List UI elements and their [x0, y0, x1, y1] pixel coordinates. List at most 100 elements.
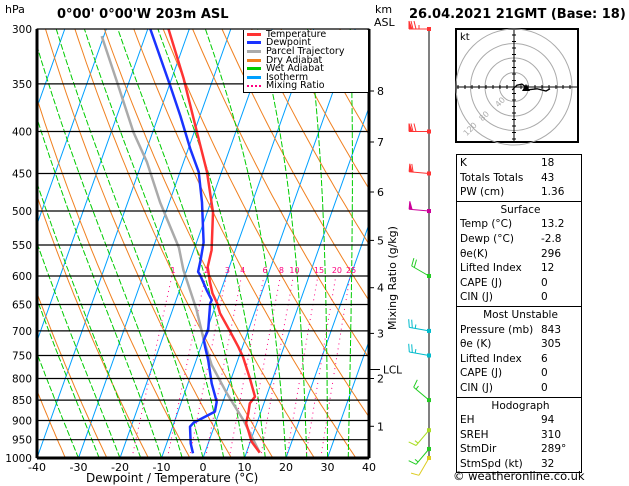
- row-value: 6: [541, 352, 548, 365]
- wind-barbs: [408, 20, 431, 476]
- mixing-ratio-label: 1: [170, 266, 175, 275]
- x-axis-label: Dewpoint / Temperature (°C): [86, 471, 259, 485]
- pressure-tick-label: 350: [12, 79, 32, 91]
- legend-swatch: [247, 75, 261, 79]
- row-key: θe(K): [460, 247, 488, 260]
- barb-flag: [411, 344, 413, 353]
- most-unstable-section: Most Unstable Pressure (mb) 843 θe (K) 305 Li…: [456, 305, 582, 397]
- isotherm-line: [78, 29, 232, 458]
- x-tick-label: 10: [238, 461, 252, 474]
- legend-item: Parcel Trajectory: [244, 47, 368, 56]
- barb-pennant: [408, 20, 413, 30]
- isotherm-line: [202, 29, 356, 458]
- row-key: CIN (J): [460, 291, 493, 304]
- wind-barb: [408, 163, 431, 176]
- isotherm-line: [327, 339, 369, 458]
- mixing-ratio-label: 8: [279, 266, 284, 275]
- mixing-ratio-label: 15: [314, 266, 324, 275]
- barb-flag: [410, 123, 414, 132]
- wind-level-marker: [427, 209, 431, 214]
- barb-pennant: [408, 201, 413, 210]
- table-row: StmDir 289°: [460, 442, 581, 457]
- barb-shaft: [409, 351, 430, 356]
- mixing-ratio-label: 10: [289, 266, 299, 275]
- wind-barb: [408, 319, 431, 333]
- pressure-tick-label: 400: [12, 127, 32, 139]
- mixing-ratio-label: 6: [262, 266, 267, 275]
- barb-flag: [411, 257, 415, 267]
- legend-label: Parcel Trajectory: [266, 45, 345, 57]
- wind-level-marker: [427, 328, 431, 333]
- x-tick-label: 0: [200, 461, 207, 474]
- km-label: km: [375, 3, 393, 16]
- mixing-ratio-line: [166, 275, 206, 458]
- temperature-line: [167, 29, 261, 454]
- mixing-ratio-label: 4: [240, 266, 245, 275]
- dry-adiabat-line: [133, 29, 357, 458]
- wet-adiabat-line: [307, 29, 328, 458]
- wind-barb: [408, 123, 431, 134]
- wind-barb: [408, 343, 431, 358]
- legend-swatch: [247, 58, 261, 62]
- legend: Temperature Dewpoint Parcel Trajectory Dry …: [243, 30, 368, 93]
- wind-barb: [413, 379, 431, 403]
- legend-swatch: [247, 49, 261, 53]
- row-value: 310: [541, 428, 562, 441]
- pressure-tick-label: 600: [12, 271, 32, 283]
- isotherm-line: [38, 29, 66, 106]
- barb-shaft: [409, 171, 430, 174]
- parcel-trajectory-line: [100, 35, 261, 454]
- pressure-tick-label: 550: [12, 240, 32, 252]
- barb-pennant: [408, 123, 413, 132]
- row-key: Lifted Index: [460, 352, 522, 365]
- dry-adiabat-line: [575, 29, 629, 458]
- barb-flag: [408, 319, 410, 328]
- mixing-ratio-label: 2: [204, 266, 209, 275]
- x-tick-label: -30: [70, 461, 88, 474]
- mixing-ratio-line: [286, 275, 319, 458]
- row-value: 13.2: [541, 218, 565, 231]
- barb-shaft: [418, 457, 430, 476]
- mixing-ratio-line: [246, 275, 281, 458]
- table-row: Pressure (mb) 843: [460, 323, 581, 338]
- row-key: SREH: [460, 428, 489, 441]
- hodograph-title: Hodograph: [491, 399, 550, 412]
- table-row: K 18: [460, 156, 581, 171]
- lcl-label: LCL: [383, 364, 402, 376]
- row-value: 305: [541, 338, 562, 351]
- barb-half-flag: [414, 459, 419, 463]
- row-value: -2.8: [541, 232, 562, 245]
- legend-swatch: [247, 67, 261, 71]
- row-value: 0: [541, 276, 548, 289]
- dry-adiabat-line: [38, 391, 66, 458]
- legend-item: Mixing Ratio: [244, 81, 368, 91]
- pressure-unit-label: hPa: [5, 3, 25, 16]
- row-key: StmDir: [460, 443, 497, 456]
- km-tick-label: 4: [377, 282, 384, 295]
- km-tick-label: 7: [377, 136, 384, 149]
- row-key: Totals Totals: [460, 171, 524, 184]
- mixing-ratio-axis-label: Mixing Ratio (g/kg): [386, 226, 399, 330]
- legend-item: Temperature: [244, 30, 368, 39]
- barb-pennant: [408, 163, 413, 173]
- row-value: 12: [541, 262, 555, 275]
- pressure-tick-label: 900: [12, 415, 32, 427]
- barb-shaft: [409, 326, 430, 332]
- wind-barb: [408, 201, 431, 214]
- legend-label: Isotherm: [266, 71, 309, 83]
- pressure-tick-label: 450: [12, 168, 32, 180]
- legend-item: Isotherm: [244, 73, 368, 82]
- wet-adiabat-line: [38, 119, 162, 458]
- km-tick-label: 5: [377, 234, 384, 247]
- row-key: K: [460, 157, 467, 169]
- pressure-tick-label: 1000: [5, 453, 32, 465]
- wind-barb: [408, 446, 431, 465]
- row-value: 94: [541, 414, 555, 427]
- isotherm-line: [285, 222, 369, 458]
- barb-half-flag: [415, 385, 419, 390]
- dewpoint-line: [149, 29, 218, 454]
- pressure-tick-label: 800: [12, 373, 32, 385]
- pressure-tick-label: 750: [12, 350, 32, 362]
- legend-label: Dewpoint: [266, 37, 312, 49]
